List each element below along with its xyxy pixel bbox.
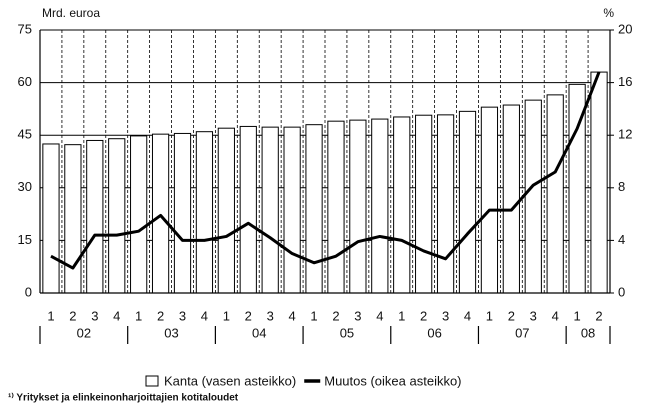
y2-tick-label: 20 (618, 21, 632, 36)
x-tick-label: 2 (420, 308, 427, 323)
y2-tick-label: 4 (618, 232, 625, 247)
x-tick-label: 4 (113, 308, 120, 323)
bar (393, 116, 411, 294)
x-tick-label: 4 (464, 308, 471, 323)
x-tick-label: 4 (552, 308, 559, 323)
legend-label: Kanta (vasen asteikko) (164, 373, 296, 388)
x-tick-label: 2 (595, 308, 602, 323)
bar (436, 114, 455, 294)
x-tick-label: 3 (267, 308, 274, 323)
year-label: 02 (77, 325, 91, 340)
x-tick-label: 1 (223, 308, 230, 323)
x-tick-label: 3 (354, 308, 361, 323)
year-label: 07 (515, 325, 529, 340)
bar (590, 71, 608, 294)
year-label: 05 (340, 325, 354, 340)
x-tick-label: 4 (288, 308, 295, 323)
y2-tick-label: 0 (618, 284, 625, 299)
bar (239, 125, 257, 294)
y2-tick-label: 12 (618, 127, 632, 142)
year-label: 06 (427, 325, 441, 340)
x-tick-label: 1 (310, 308, 317, 323)
y-tick-label: 15 (18, 232, 32, 247)
bar (349, 119, 367, 294)
bar (173, 132, 192, 294)
bar (108, 138, 126, 294)
x-tick-label: 1 (47, 308, 54, 323)
x-tick-label: 2 (245, 308, 252, 323)
bar (86, 139, 104, 294)
y-tick-label: 45 (18, 127, 32, 142)
legend-label: Muutos (oikea asteikko) (324, 373, 461, 388)
bar (458, 110, 477, 294)
x-tick-label: 4 (201, 308, 208, 323)
bar (261, 126, 279, 294)
bar (130, 135, 148, 294)
y-tick-label: 30 (18, 179, 32, 194)
x-tick-label: 2 (508, 308, 515, 323)
x-tick-label: 2 (69, 308, 76, 323)
bar (502, 104, 520, 294)
y-axis-label: Mrd. euroa (42, 6, 100, 20)
x-tick-label: 1 (573, 308, 580, 323)
footnote: ¹⁾ Yritykset ja elinkeinonharjoittajien … (8, 393, 239, 404)
x-tick-label: 3 (179, 308, 186, 323)
line (50, 71, 601, 270)
y2-axis-label: % (603, 6, 614, 20)
x-tick-label: 1 (398, 308, 405, 323)
y-tick-label: 75 (18, 21, 32, 36)
bar (217, 127, 235, 294)
x-tick-label: 2 (332, 308, 339, 323)
x-tick-label: 3 (530, 308, 537, 323)
bar (64, 144, 82, 294)
legend-swatch (145, 375, 159, 387)
y-tick-label: 0 (25, 284, 32, 299)
bar (195, 131, 214, 294)
y-tick-label: 60 (18, 74, 32, 89)
x-tick-label: 4 (376, 308, 383, 323)
year-label: 08 (581, 325, 595, 340)
x-tick-label: 3 (442, 308, 449, 323)
year-label: 03 (164, 325, 178, 340)
y2-tick-label: 16 (618, 74, 632, 89)
bar (415, 114, 433, 294)
year-label: 04 (252, 325, 266, 340)
bar (283, 126, 301, 294)
x-tick-label: 2 (157, 308, 164, 323)
bar (42, 143, 60, 294)
bar (480, 106, 499, 294)
y2-tick-label: 8 (618, 179, 625, 194)
x-tick-label: 3 (91, 308, 98, 323)
x-tick-label: 1 (486, 308, 493, 323)
bar (151, 133, 170, 294)
bar (546, 94, 564, 294)
bar (305, 124, 323, 294)
bar (371, 118, 389, 294)
bar (327, 120, 345, 294)
bar (524, 99, 542, 294)
x-tick-label: 1 (135, 308, 142, 323)
